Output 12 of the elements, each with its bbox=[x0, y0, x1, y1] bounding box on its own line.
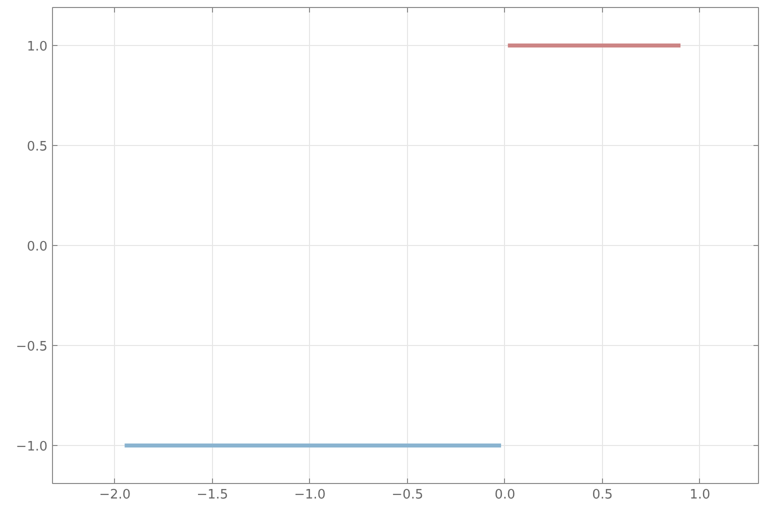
y-tick-label: 1.0 bbox=[26, 40, 48, 54]
x-tick-label: 0.5 bbox=[592, 488, 613, 502]
y-tick-label: 0.5 bbox=[26, 140, 48, 154]
y-tick-label: 0.0 bbox=[26, 240, 48, 254]
x-tick-label: −1.0 bbox=[294, 488, 326, 502]
x-tick-label: 0.0 bbox=[494, 488, 516, 502]
x-tick-label: −2.0 bbox=[99, 488, 131, 502]
x-tick-label: −0.5 bbox=[392, 488, 424, 502]
x-tick-label: 1.0 bbox=[690, 488, 710, 502]
y-tick-label: −1.0 bbox=[16, 440, 48, 454]
y-tick-label: −0.5 bbox=[16, 340, 48, 354]
x-tick-label: −1.5 bbox=[196, 488, 228, 502]
